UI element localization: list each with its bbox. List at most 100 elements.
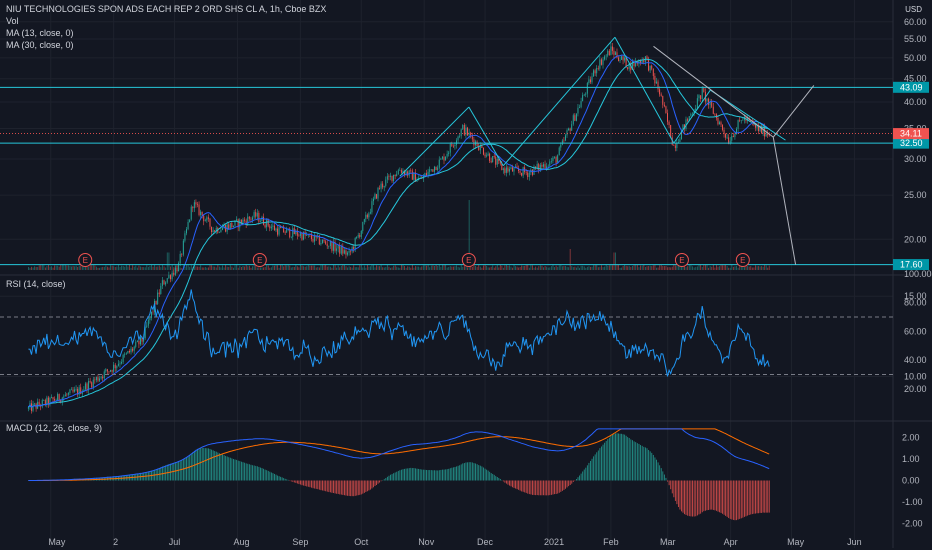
candle-body: [594, 70, 596, 74]
candle-body: [178, 262, 180, 272]
candle-body: [363, 219, 365, 222]
volume-bar: [719, 266, 720, 270]
candle-body: [380, 183, 382, 189]
volume-bar: [77, 266, 79, 270]
earnings-marker[interactable]: E: [252, 253, 267, 267]
candle-body: [496, 159, 498, 165]
earnings-marker[interactable]: E: [461, 253, 476, 267]
volume-bar: [369, 266, 371, 270]
volume-bar: [615, 252, 616, 270]
candle-body: [489, 153, 491, 161]
macd-histogram-bar: [421, 469, 423, 481]
candle-body: [337, 244, 339, 249]
volume-bar: [692, 266, 693, 270]
candle-body: [229, 222, 231, 229]
candle-body: [654, 75, 656, 84]
candle-body: [470, 132, 472, 136]
volume-bar: [640, 265, 642, 270]
candle-body: [541, 164, 543, 167]
macd-histogram-bar: [536, 480, 538, 496]
volume-bar: [97, 267, 99, 270]
macd-histogram-bar: [284, 478, 286, 481]
macd-histogram-bar: [736, 480, 737, 521]
earnings-marker[interactable]: E: [78, 253, 93, 267]
trend-line: [772, 85, 815, 138]
candle-body: [499, 161, 501, 164]
macd-histogram-bar: [292, 480, 294, 482]
volume-bar: [94, 265, 96, 270]
volume-bar: [391, 267, 393, 270]
macd-histogram-bar: [608, 437, 610, 481]
macd-histogram-bar: [505, 480, 507, 484]
volume-bar: [368, 266, 370, 270]
candle-body: [448, 152, 450, 154]
volume-bar: [181, 267, 183, 270]
macd-histogram-bar: [239, 461, 241, 481]
volume-bar: [679, 264, 681, 270]
volume-bar: [422, 265, 424, 270]
candle-body: [550, 161, 552, 162]
volume-bar: [547, 267, 549, 270]
volume-bar: [533, 267, 535, 270]
volume-bar: [283, 266, 285, 270]
volume-bar: [502, 267, 504, 270]
candle-body: [628, 63, 630, 69]
trend-line: [399, 106, 470, 177]
macd-histogram-bar: [272, 473, 274, 481]
candle-body: [174, 267, 176, 275]
candle-body: [195, 202, 197, 205]
volume-bar: [751, 267, 753, 270]
macd-histogram-bar: [478, 465, 480, 481]
macd-histogram-bar: [229, 457, 231, 481]
volume-bar: [665, 265, 667, 270]
candle-body: [166, 278, 168, 283]
volume-bar: [758, 266, 760, 270]
candle-body: [482, 147, 484, 155]
volume-bar: [522, 265, 524, 270]
volume-bar: [740, 266, 742, 270]
volume-bar: [720, 264, 722, 270]
volume-bar: [731, 264, 733, 270]
volume-bar: [129, 264, 130, 270]
candle-body: [27, 407, 29, 409]
candle-body: [207, 217, 209, 219]
candle-body: [321, 240, 323, 244]
macd-histogram-bar: [767, 480, 769, 513]
macd-histogram-bar: [685, 480, 687, 515]
candle-body: [261, 216, 263, 222]
candle-body: [427, 171, 429, 176]
volume-bar: [110, 265, 112, 270]
macd-histogram-bar: [178, 461, 180, 481]
time-tick-label: 2: [113, 537, 118, 547]
candle-body: [399, 170, 401, 171]
candle-body: [709, 101, 711, 105]
volume-bar: [320, 265, 322, 270]
volume-bar: [206, 267, 208, 270]
volume-bar: [113, 266, 115, 270]
volume-bar: [74, 266, 76, 270]
candle-body: [640, 60, 642, 64]
volume-bar: [309, 265, 311, 270]
candle-body: [674, 145, 676, 148]
macd-histogram-bar: [184, 458, 186, 481]
macd-histogram-bar: [326, 480, 328, 492]
volume-bar: [725, 265, 727, 270]
candle-body: [554, 157, 556, 158]
candle-body: [622, 56, 624, 61]
candle-body: [443, 156, 445, 161]
volume-bar: [563, 265, 565, 270]
volume-bar: [136, 267, 138, 270]
volume-bar: [668, 267, 670, 270]
macd-histogram-bar: [628, 437, 630, 481]
candle-body: [452, 145, 454, 147]
macd-histogram-bar: [762, 480, 764, 513]
volume-bar: [418, 266, 420, 270]
macd-histogram-bar: [277, 475, 279, 481]
earnings-marker[interactable]: E: [674, 253, 689, 267]
candle-body: [516, 166, 518, 169]
macd-histogram-bar: [565, 480, 566, 489]
earnings-marker[interactable]: E: [735, 253, 750, 267]
candle-body: [328, 245, 330, 247]
macd-histogram-bar: [582, 471, 584, 481]
